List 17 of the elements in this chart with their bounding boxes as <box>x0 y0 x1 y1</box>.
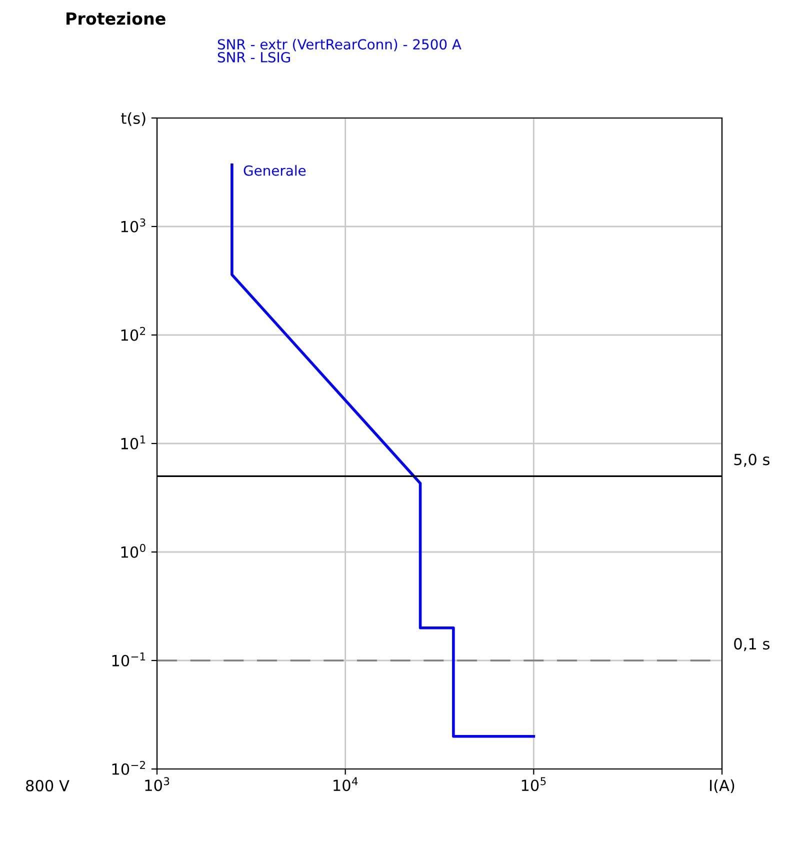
y-tick-label: 10$^{−1}$ <box>112 652 146 666</box>
text: 800 V <box>26 780 70 792</box>
y-tick-label: 10$^{2}$ <box>121 326 146 341</box>
ref-line-label: 5,0 s <box>734 454 770 467</box>
chart-title: Protezione <box>66 12 166 25</box>
y-tick-label: 10$^{0}$ <box>121 544 146 558</box>
ref-line-label: 0,1 s <box>734 638 770 652</box>
x-tick-label: 10$^{3}$ <box>145 777 170 792</box>
y-tick-label: t(s) <box>121 112 146 126</box>
x-tick-label: I(A) <box>710 779 734 794</box>
y-tick-label: 10$^{3}$ <box>121 218 146 232</box>
x-tick-label: 10$^{4}$ <box>334 777 358 792</box>
x-tick-label: 10$^{5}$ <box>522 777 546 792</box>
series-label: Generale <box>244 165 306 176</box>
y-tick-label: 10$^{1}$ <box>121 436 146 450</box>
chart-subtitle: SNR - extr (VertRearConn) - 2500 A SNR - LSIG <box>218 38 462 62</box>
y-tick-label: 10$^{−2}$ <box>112 760 145 775</box>
